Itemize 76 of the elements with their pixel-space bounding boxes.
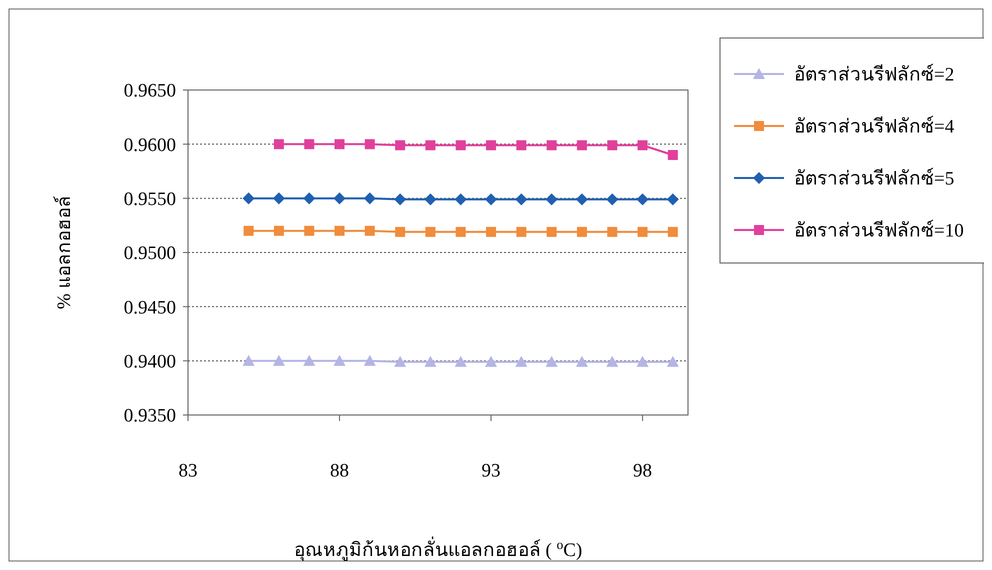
- point: [424, 356, 436, 367]
- point: [516, 226, 526, 237]
- point: [576, 356, 588, 367]
- point: [304, 226, 314, 236]
- point: [456, 140, 466, 150]
- point: [272, 192, 285, 204]
- point: [303, 354, 316, 366]
- point: [242, 354, 255, 366]
- point: [242, 192, 255, 204]
- legend-label: อัตราส่วนรีฟลักซ์=10: [794, 220, 964, 242]
- point: [636, 193, 649, 206]
- point: [546, 226, 557, 237]
- point: [304, 139, 314, 150]
- point: [515, 356, 528, 367]
- x-tick-label: 83: [178, 460, 198, 482]
- point: [638, 140, 648, 150]
- y-tick-label: 0.9450: [124, 297, 176, 318]
- x-axis-title: อุณหภูมิก้นหอกลั่นแอลกอฮอล์ ( $^{o}$C): [294, 536, 582, 562]
- point: [424, 193, 436, 206]
- point: [546, 356, 558, 367]
- x-tick-label: 98: [633, 460, 652, 482]
- point: [244, 226, 254, 236]
- point: [576, 140, 587, 150]
- point: [303, 192, 316, 204]
- point: [606, 356, 618, 367]
- point: [636, 356, 649, 367]
- point: [485, 356, 498, 367]
- point: [334, 139, 345, 150]
- point: [485, 193, 498, 206]
- x-tick-label: 93: [482, 460, 501, 482]
- point: [456, 226, 466, 237]
- point: [454, 193, 467, 206]
- legend-label: อัตราส่วนรีฟลักซ์=2: [794, 64, 954, 86]
- point: [486, 140, 496, 150]
- legend-label: อัตราส่วนรีฟลักซ์=4: [794, 116, 955, 138]
- point: [364, 226, 375, 236]
- point: [454, 356, 467, 367]
- point: [546, 140, 557, 150]
- point: [668, 150, 678, 160]
- y-tick-label: 0.9600: [124, 134, 176, 156]
- point: [486, 226, 496, 237]
- point: [425, 140, 436, 150]
- y-tick-label: 0.9500: [124, 243, 176, 264]
- point: [668, 226, 678, 237]
- point: [515, 193, 528, 206]
- point: [606, 193, 618, 206]
- point: [272, 354, 285, 366]
- point: [576, 193, 588, 206]
- point: [638, 226, 648, 237]
- y-tick-label: 0.9400: [124, 351, 176, 372]
- point: [546, 193, 558, 206]
- legend-label: อัตราส่วนรีฟลักซ์=5: [794, 168, 954, 190]
- y-tick-label: 0.9550: [124, 188, 176, 210]
- point: [666, 356, 679, 367]
- point: [394, 193, 406, 206]
- point: [274, 226, 284, 236]
- point: [395, 226, 406, 237]
- point: [516, 140, 526, 150]
- point: [364, 192, 376, 204]
- point: [394, 356, 406, 367]
- y-tick-label: 0.9350: [124, 406, 176, 427]
- y-axis-title: % แอลกอฮอล์: [53, 196, 75, 310]
- point: [334, 192, 346, 204]
- point: [334, 354, 346, 366]
- x-tick-label: 88: [330, 460, 350, 482]
- point: [576, 226, 587, 237]
- point: [425, 226, 436, 237]
- point: [334, 226, 345, 236]
- point: [395, 140, 406, 150]
- point: [364, 354, 376, 366]
- point: [607, 140, 618, 150]
- point: [666, 193, 679, 206]
- point: [607, 226, 618, 237]
- y-tick-label: 0.9650: [124, 80, 176, 102]
- point: [274, 139, 284, 150]
- point: [364, 139, 375, 150]
